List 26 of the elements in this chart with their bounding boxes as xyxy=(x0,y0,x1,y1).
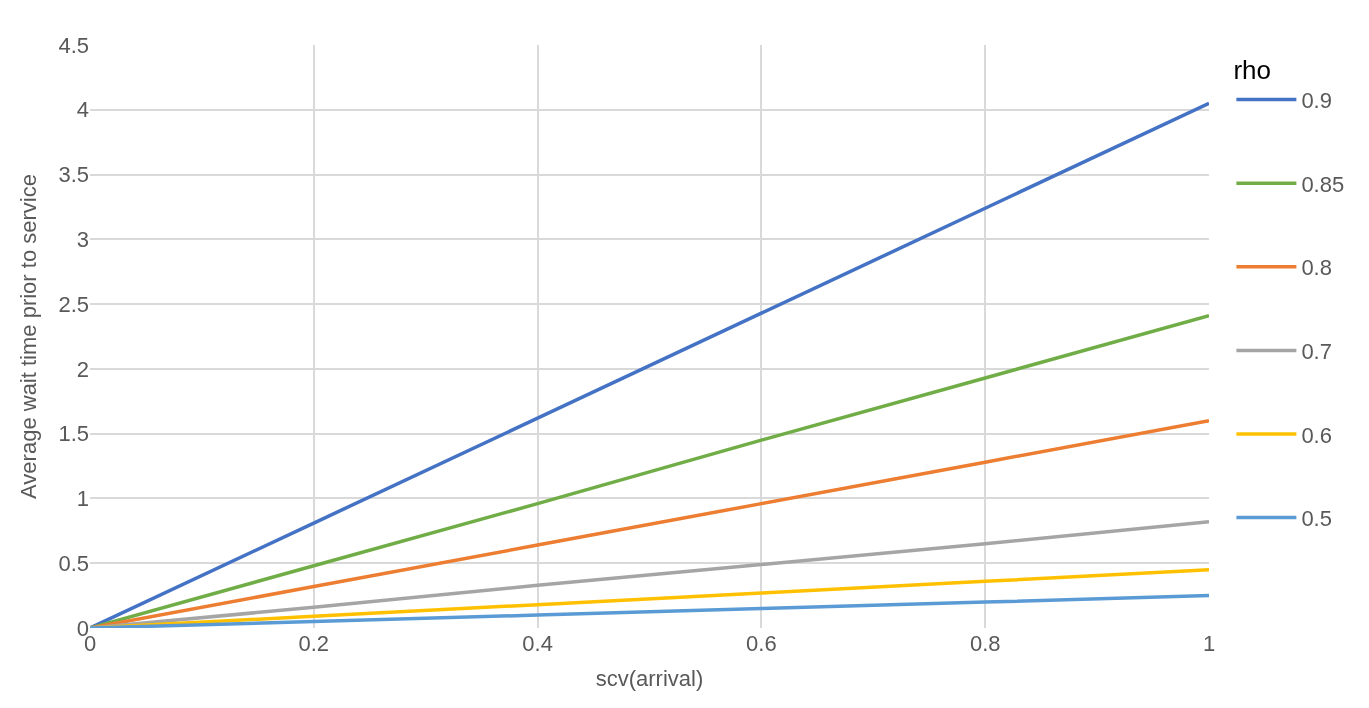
line-series xyxy=(90,593,1209,628)
legend-label: 0.85 xyxy=(1301,171,1345,197)
line-series xyxy=(90,101,1209,628)
x-axis-title: scv(arrival) xyxy=(595,665,704,691)
x-tick-label: 0.2 xyxy=(298,631,330,656)
x-tick-label: 1 xyxy=(1202,631,1216,656)
y-tick-label: 1.5 xyxy=(58,421,89,447)
y-axis-title: Average wait time prior to service xyxy=(16,174,42,499)
y-tick-label: 3.5 xyxy=(58,162,89,188)
y-tick-label: 4.5 xyxy=(58,32,89,58)
legend-label: 0.5 xyxy=(1301,506,1332,532)
line-series xyxy=(90,314,1209,628)
y-tick-label: 3 xyxy=(76,227,89,253)
x-tick-label: 0.8 xyxy=(969,631,1001,656)
y-tick-label: 0.5 xyxy=(58,550,89,576)
y-tick-label: 2 xyxy=(76,356,89,382)
y-tick-label: 1 xyxy=(76,486,89,512)
y-tick-label: 4 xyxy=(76,97,89,123)
legend-label: 0.8 xyxy=(1301,255,1332,281)
legend-label: 0.6 xyxy=(1301,422,1332,448)
x-tick-label: 0.6 xyxy=(746,631,777,656)
y-tick-label: 2.5 xyxy=(58,291,89,317)
legend-label: 0.7 xyxy=(1301,338,1332,364)
legend-label: 0.9 xyxy=(1301,88,1332,114)
x-tick-label: 0.4 xyxy=(522,631,553,656)
legend-title: rho xyxy=(1233,54,1271,85)
